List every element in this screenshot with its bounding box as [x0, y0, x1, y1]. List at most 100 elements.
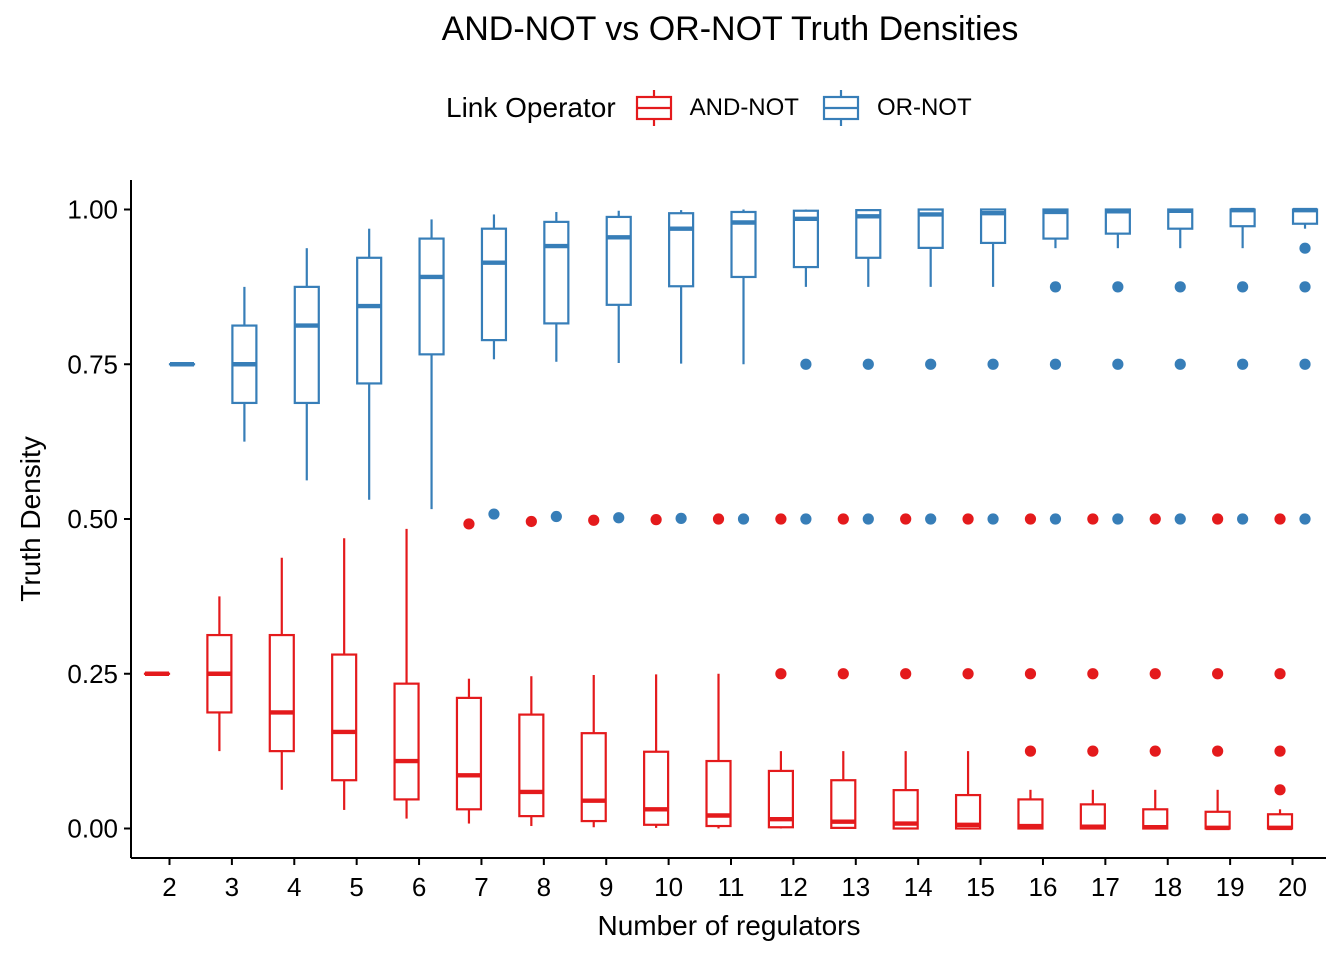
x-tick-label: 7	[474, 872, 488, 902]
box-or-not-13	[855, 209, 882, 525]
outlier-point	[1112, 281, 1124, 293]
box-iqr	[268, 633, 295, 753]
outlier-point	[1024, 513, 1037, 525]
x-tick-label: 20	[1278, 872, 1307, 902]
box-iqr	[356, 256, 383, 385]
outlier-point	[1024, 668, 1037, 680]
x-tick-label: 16	[1028, 872, 1057, 902]
y-tick-label: 1.00	[67, 195, 118, 225]
outlier-point	[1212, 668, 1224, 680]
box-and-not-16	[1017, 513, 1044, 830]
outlier-point	[925, 358, 937, 370]
outlier-point	[1149, 513, 1161, 525]
legend-label-or-not: OR-NOT	[876, 94, 972, 121]
legend-item-or-not: OR-NOT	[821, 88, 972, 128]
y-tick-label: 0.50	[67, 504, 118, 534]
outlier-point	[837, 668, 849, 680]
outlier-point	[1149, 668, 1161, 680]
box-iqr	[1042, 208, 1069, 240]
outlier-point	[1237, 281, 1249, 293]
outlier-point	[1024, 745, 1037, 757]
box-or-not-9	[605, 210, 632, 524]
box-or-not-10	[668, 210, 695, 524]
x-tick-label: 3	[225, 872, 239, 902]
x-tick-label: 11	[718, 872, 745, 902]
box-and-not-20	[1266, 513, 1294, 831]
outlier-point	[1087, 745, 1099, 757]
outlier-point	[775, 668, 787, 680]
x-tick-label: 6	[412, 872, 426, 902]
box-or-not-19	[1229, 207, 1256, 525]
x-tick-label: 8	[537, 872, 551, 902]
outlier-point	[1174, 358, 1186, 370]
outlier-point	[962, 668, 974, 680]
box-iqr	[643, 750, 670, 826]
outlier-point	[1087, 668, 1099, 680]
outlier-point	[1049, 513, 1062, 525]
outlier-point	[800, 358, 812, 370]
outlier-point	[550, 510, 562, 523]
outlier-point	[1049, 358, 1062, 370]
outlier-point	[488, 508, 500, 520]
outlier-point	[1274, 668, 1286, 680]
x-tick-label: 2	[162, 872, 176, 902]
box-or-not-12	[792, 209, 820, 525]
box-iqr	[393, 682, 420, 801]
outlier-point	[987, 513, 999, 525]
chart-title: AND-NOT vs OR-NOT Truth Densities	[441, 10, 1019, 48]
box-iqr	[293, 285, 320, 405]
box-or-not-11	[730, 209, 757, 525]
x-tick-label: 12	[779, 872, 808, 902]
outlier-point	[1237, 358, 1249, 370]
box-and-not-17	[1079, 513, 1106, 830]
box-and-not-13	[830, 513, 857, 829]
outlier-point	[1112, 513, 1124, 525]
outlier-point	[900, 513, 912, 525]
box-or-not-3	[231, 286, 258, 442]
box-or-not-6	[418, 219, 445, 510]
box-or-not-4	[293, 248, 320, 481]
outlier-point	[862, 513, 874, 525]
box-iqr	[480, 227, 508, 342]
outlier-point	[1274, 784, 1286, 796]
y-ticks: 0.00 0.25 0.50 0.75 1.00	[67, 195, 131, 844]
outlier-point	[675, 512, 687, 524]
x-tick-label: 4	[287, 872, 301, 902]
box-iqr	[455, 696, 483, 811]
box-and-not-8	[518, 515, 545, 827]
outlier-point	[1112, 358, 1124, 370]
x-tick-label: 18	[1153, 872, 1182, 902]
box-iqr	[518, 713, 545, 818]
x-tick-label: 19	[1216, 872, 1245, 902]
box-and-not-4	[268, 557, 295, 790]
box-and-not-10	[643, 514, 670, 828]
box-and-not-6	[393, 528, 420, 819]
box-or-not-7	[480, 214, 508, 520]
outlier-point	[525, 515, 537, 528]
outlier-point	[1299, 513, 1311, 525]
box-and-not-14	[892, 513, 919, 830]
y-tick-label: 0.25	[67, 659, 118, 689]
outlier-point	[1299, 281, 1311, 293]
outlier-point	[1149, 745, 1161, 757]
box-and-not-12	[767, 513, 795, 829]
outlier-point	[1212, 513, 1224, 525]
legend: Link Operator AND-NOT OR-NOT	[446, 88, 994, 128]
outlier-point	[1237, 513, 1249, 525]
outlier-point	[925, 513, 937, 525]
box-or-not-16	[1042, 208, 1069, 525]
legend-key-or-not	[822, 90, 860, 126]
box-and-not-9	[580, 514, 607, 828]
box-iqr	[1017, 798, 1044, 830]
box-and-not-19	[1204, 513, 1231, 831]
y-axis-title: Truth Density	[15, 436, 46, 601]
box-and-not-3	[206, 596, 233, 752]
x-tick-label: 5	[349, 872, 363, 902]
x-axis-title: Number of regulators	[597, 910, 860, 941]
outlier-point	[800, 513, 812, 525]
outlier-point	[1212, 745, 1224, 757]
box-iqr	[331, 653, 358, 782]
box-iqr	[543, 220, 570, 325]
outlier-point	[837, 513, 849, 525]
